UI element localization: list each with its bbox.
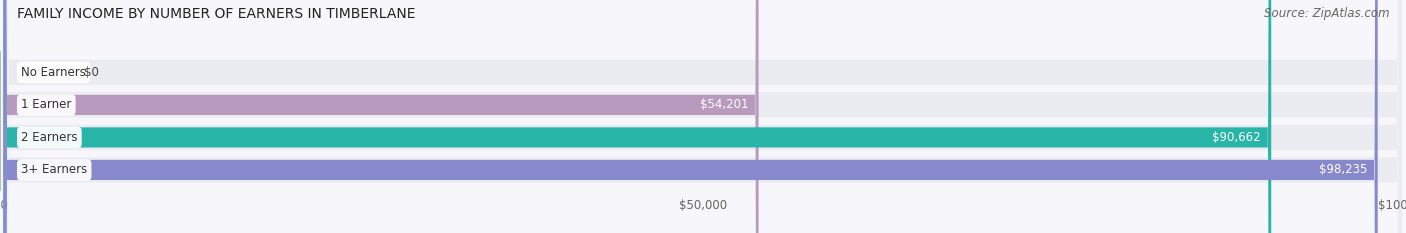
FancyBboxPatch shape [4,0,1402,233]
FancyBboxPatch shape [3,0,759,233]
Text: $0: $0 [84,66,100,79]
Text: 3+ Earners: 3+ Earners [21,163,87,176]
Text: FAMILY INCOME BY NUMBER OF EARNERS IN TIMBERLANE: FAMILY INCOME BY NUMBER OF EARNERS IN TI… [17,7,415,21]
Text: 1 Earner: 1 Earner [21,98,72,111]
FancyBboxPatch shape [4,0,1402,233]
FancyBboxPatch shape [4,0,1402,233]
Text: Source: ZipAtlas.com: Source: ZipAtlas.com [1264,7,1389,20]
FancyBboxPatch shape [4,0,1402,233]
Text: $90,662: $90,662 [1212,131,1261,144]
Text: $98,235: $98,235 [1319,163,1367,176]
FancyBboxPatch shape [3,0,1378,233]
FancyBboxPatch shape [3,0,1271,233]
Text: No Earners: No Earners [21,66,86,79]
Text: $54,201: $54,201 [700,98,748,111]
Text: 2 Earners: 2 Earners [21,131,77,144]
